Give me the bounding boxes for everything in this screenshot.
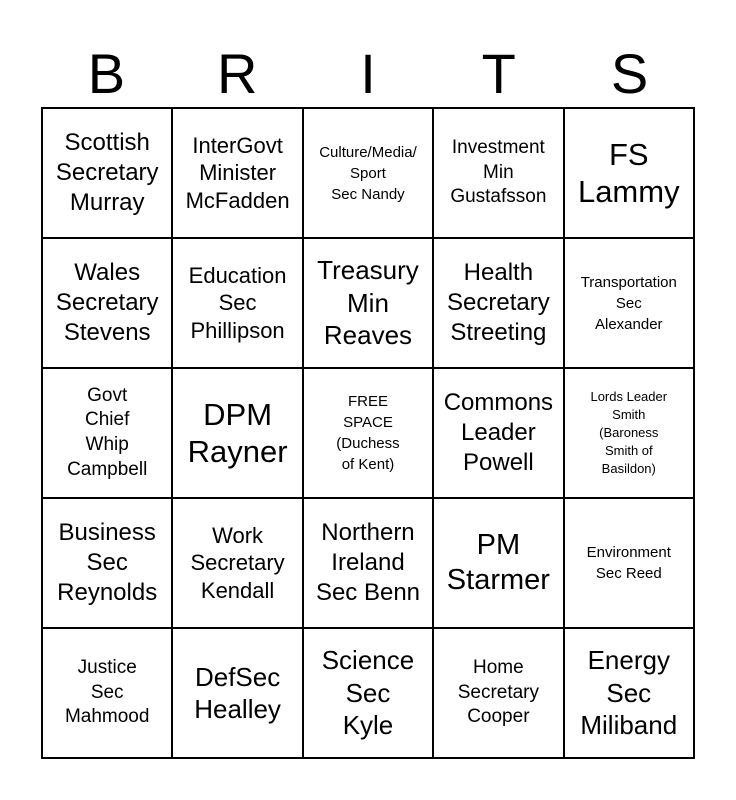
bingo-cell-intergovt-minister[interactable]: InterGovt Minister McFadden bbox=[171, 107, 304, 239]
grid-row-2: Wales Secretary Stevens Education Sec Ph… bbox=[40, 237, 696, 369]
bingo-cell-environment-sec[interactable]: Environment Sec Reed bbox=[562, 497, 696, 629]
bingo-cell-fs-lammy[interactable]: FS Lammy bbox=[562, 107, 696, 239]
bingo-cell-work-secretary[interactable]: Work Secretary Kendall bbox=[171, 497, 304, 629]
title-letter-b: B bbox=[87, 42, 126, 105]
bingo-cell-home-secretary[interactable]: Home Secretary Cooper bbox=[432, 627, 565, 759]
title-letter-t: T bbox=[481, 42, 516, 105]
title-letter-s: S bbox=[610, 42, 649, 105]
title-letter-i: I bbox=[360, 42, 376, 105]
bingo-cell-transportation-sec[interactable]: Transportation Sec Alexander bbox=[562, 237, 696, 369]
grid-row-5: Justice Sec Mahmood DefSec Healley Scien… bbox=[40, 627, 696, 759]
bingo-cell-scottish-secretary[interactable]: Scottish Secretary Murray bbox=[40, 107, 174, 239]
bingo-cell-free-space[interactable]: FREE SPACE (Duchess of Kent) bbox=[301, 367, 435, 499]
title-letter-r: R bbox=[216, 42, 258, 105]
bingo-cell-commons-leader[interactable]: Commons Leader Powell bbox=[432, 367, 565, 499]
grid-row-4: Business Sec Reynolds Work Secretary Ken… bbox=[40, 497, 696, 629]
bingo-cell-lords-leader[interactable]: Lords Leader Smith (Baroness Smith of Ba… bbox=[562, 367, 696, 499]
bingo-card: B R I T S Scottish Secretary Murray Inte… bbox=[40, 0, 696, 759]
bingo-cell-energy-sec[interactable]: Energy Sec Miliband bbox=[562, 627, 696, 759]
bingo-cell-culture-sec[interactable]: Culture/Media/ Sport Sec Nandy bbox=[301, 107, 435, 239]
grid-row-3: Govt Chief Whip Campbell DPM Rayner FREE… bbox=[40, 367, 696, 499]
bingo-cell-education-sec[interactable]: Education Sec Phillipson bbox=[171, 237, 304, 369]
bingo-grid: Scottish Secretary Murray InterGovt Mini… bbox=[40, 107, 696, 759]
bingo-cell-govt-chief-whip[interactable]: Govt Chief Whip Campbell bbox=[40, 367, 174, 499]
bingo-cell-northern-ireland[interactable]: Northern Ireland Sec Benn bbox=[301, 497, 435, 629]
grid-row-1: Scottish Secretary Murray InterGovt Mini… bbox=[40, 107, 696, 239]
card-title: B R I T S bbox=[41, 0, 695, 107]
bingo-cell-treasury-min[interactable]: Treasury Min Reaves bbox=[301, 237, 435, 369]
bingo-cell-science-sec[interactable]: Science Sec Kyle bbox=[301, 627, 435, 759]
bingo-cell-business-sec[interactable]: Business Sec Reynolds bbox=[40, 497, 174, 629]
bingo-cell-health-secretary[interactable]: Health Secretary Streeting bbox=[432, 237, 565, 369]
bingo-cell-pm-starmer[interactable]: PM Starmer bbox=[432, 497, 565, 629]
bingo-cell-wales-secretary[interactable]: Wales Secretary Stevens bbox=[40, 237, 174, 369]
bingo-cell-investment-min[interactable]: Investment Min Gustafsson bbox=[432, 107, 565, 239]
bingo-cell-dpm-rayner[interactable]: DPM Rayner bbox=[171, 367, 304, 499]
bingo-cell-defsec-healley[interactable]: DefSec Healley bbox=[171, 627, 304, 759]
bingo-cell-justice-sec[interactable]: Justice Sec Mahmood bbox=[40, 627, 174, 759]
